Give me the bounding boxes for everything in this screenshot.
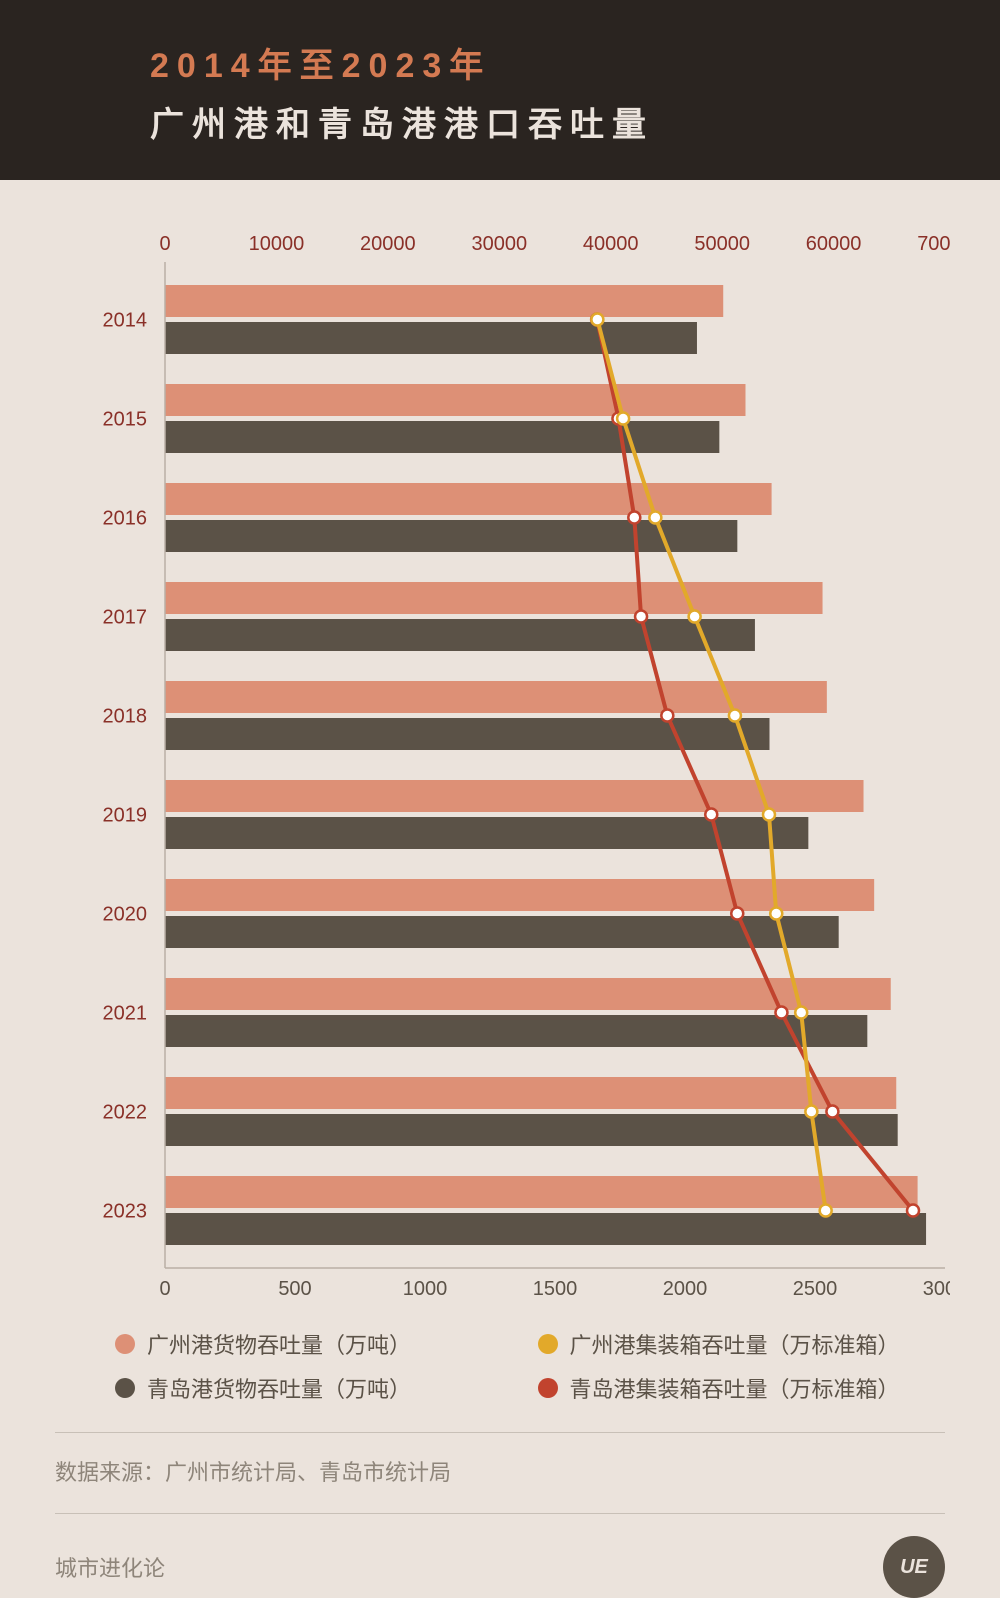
legend-item: 青岛港集装箱吞吐量（万标准箱） [538, 1372, 941, 1404]
svg-text:10000: 10000 [249, 233, 305, 255]
svg-text:1000: 1000 [403, 1278, 448, 1300]
chart-header: 2014年至2023年 广州港和青岛港港口吞吐量 [0, 0, 1000, 180]
svg-text:2500: 2500 [793, 1278, 838, 1300]
svg-text:2020: 2020 [103, 904, 148, 926]
svg-text:20000: 20000 [360, 233, 416, 255]
title-subject: 广州港和青岛港港口吞吐量 [150, 97, 950, 146]
data-source: 数据来源：广州市统计局、青岛市统计局 [55, 1432, 945, 1487]
svg-text:2021: 2021 [103, 1003, 148, 1025]
svg-text:2014: 2014 [103, 310, 148, 332]
legend-label: 广州港集装箱吞吐量（万标准箱） [570, 1328, 900, 1360]
legend-item: 广州港货物吞吐量（万吨） [115, 1328, 518, 1360]
brand-logo-icon: UE [883, 1536, 945, 1598]
svg-text:2019: 2019 [103, 805, 148, 827]
legend-dot [115, 1334, 135, 1354]
chart-area: 0 10000 20000 30000 40000 50000 60000 70000 0 500… [0, 180, 1000, 1310]
svg-text:2016: 2016 [103, 508, 148, 530]
legend-dot [115, 1378, 135, 1398]
port-throughput-chart: 0 10000 20000 30000 40000 50000 60000 70000 0 500… [50, 210, 950, 1310]
legend-item: 广州港集装箱吞吐量（万标准箱） [538, 1328, 941, 1360]
svg-text:0: 0 [159, 1278, 170, 1300]
svg-text:2018: 2018 [103, 706, 148, 728]
footer: 城市进化论 UE [55, 1513, 945, 1598]
svg-text:2017: 2017 [103, 607, 148, 629]
svg-text:60000: 60000 [806, 233, 862, 255]
svg-text:50000: 50000 [694, 233, 750, 255]
svg-text:30000: 30000 [471, 233, 527, 255]
legend-item: 青岛港货物吞吐量（万吨） [115, 1372, 518, 1404]
svg-text:500: 500 [278, 1278, 311, 1300]
svg-text:3000: 3000 [923, 1278, 950, 1300]
footer-brand: 城市进化论 [55, 1551, 165, 1583]
svg-text:2000: 2000 [663, 1278, 708, 1300]
svg-text:2023: 2023 [103, 1201, 148, 1223]
svg-text:40000: 40000 [583, 233, 639, 255]
svg-text:1500: 1500 [533, 1278, 578, 1300]
svg-text:0: 0 [159, 233, 170, 255]
legend-label: 青岛港货物吞吐量（万吨） [147, 1372, 411, 1404]
legend: 广州港货物吞吐量（万吨） 广州港集装箱吞吐量（万标准箱） 青岛港货物吞吐量（万吨… [0, 1310, 1000, 1404]
legend-label: 青岛港集装箱吞吐量（万标准箱） [570, 1372, 900, 1404]
svg-text:70000: 70000 [917, 233, 950, 255]
svg-text:2015: 2015 [103, 409, 148, 431]
legend-dot [538, 1378, 558, 1398]
svg-text:2022: 2022 [103, 1102, 148, 1124]
title-year-range: 2014年至2023年 [150, 38, 950, 87]
legend-label: 广州港货物吞吐量（万吨） [147, 1328, 411, 1360]
legend-dot [538, 1334, 558, 1354]
